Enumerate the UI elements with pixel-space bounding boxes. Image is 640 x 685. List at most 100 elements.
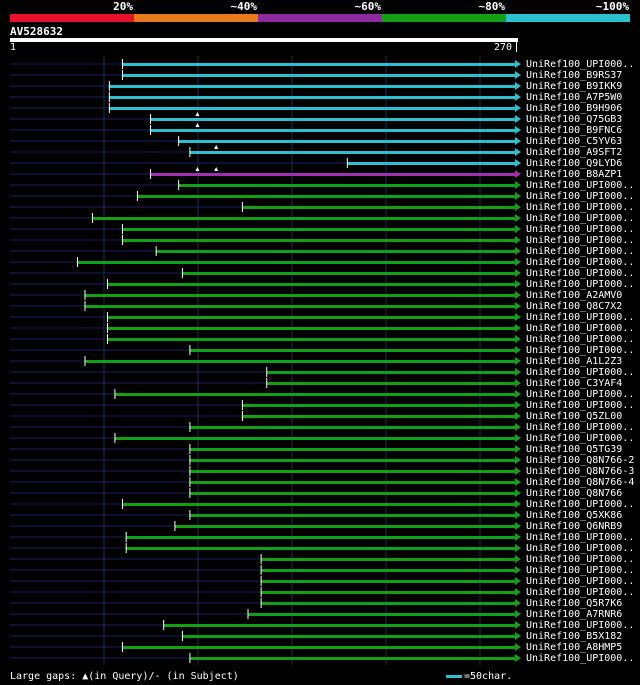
- hit-row[interactable]: [10, 565, 521, 575]
- hit-row[interactable]: [10, 411, 521, 421]
- hit-row[interactable]: [10, 59, 521, 69]
- alignment-bar[interactable]: [137, 195, 516, 198]
- hit-row[interactable]: [10, 642, 521, 652]
- hit-row[interactable]: [10, 455, 521, 465]
- hit-label[interactable]: UniRef100_UPI000..: [526, 235, 635, 246]
- alignment-bar[interactable]: [150, 173, 517, 176]
- hit-label[interactable]: UniRef100_Q5ZL00: [526, 411, 623, 422]
- hit-label[interactable]: UniRef100_Q8C7X2: [526, 301, 623, 312]
- alignment-bar[interactable]: [114, 437, 516, 440]
- alignment-bar[interactable]: [189, 151, 516, 154]
- alignment-bar[interactable]: [163, 624, 516, 627]
- hit-label[interactable]: UniRef100_UPI000..: [526, 257, 635, 268]
- alignment-bar[interactable]: [266, 382, 516, 385]
- hit-row[interactable]: [10, 631, 521, 641]
- alignment-bar[interactable]: [77, 261, 516, 264]
- alignment-bar[interactable]: [107, 338, 517, 341]
- hit-row[interactable]: [10, 653, 521, 663]
- alignment-bar[interactable]: [107, 316, 517, 319]
- alignment-bar[interactable]: [122, 63, 516, 66]
- hit-label[interactable]: UniRef100_B9FNC6: [526, 125, 623, 136]
- hit-label[interactable]: UniRef100_UPI000..: [526, 224, 635, 235]
- hit-row[interactable]: [10, 444, 521, 454]
- hit-label[interactable]: UniRef100_A7P5W0: [526, 92, 623, 103]
- hit-row[interactable]: [10, 532, 521, 542]
- hit-label[interactable]: UniRef100_Q5XK86: [526, 510, 623, 521]
- hit-label[interactable]: UniRef100_UPI000..: [526, 202, 635, 213]
- hit-row[interactable]: [10, 158, 521, 168]
- alignment-bar[interactable]: [189, 657, 516, 660]
- hit-row[interactable]: [10, 279, 521, 289]
- alignment-bar[interactable]: [178, 140, 516, 143]
- hit-label[interactable]: UniRef100_UPI000..: [526, 59, 635, 70]
- hit-row[interactable]: [10, 145, 521, 157]
- hit-row[interactable]: [10, 257, 521, 267]
- hit-row[interactable]: [10, 554, 521, 564]
- hit-row[interactable]: [10, 466, 521, 476]
- hit-row[interactable]: [10, 224, 521, 234]
- hit-row[interactable]: [10, 180, 521, 190]
- alignment-bar[interactable]: [107, 327, 517, 330]
- hit-row[interactable]: [10, 367, 521, 377]
- hit-label[interactable]: UniRef100_UPI000..: [526, 554, 635, 565]
- hit-label[interactable]: UniRef100_B9IKK9: [526, 81, 623, 92]
- alignment-bar[interactable]: [92, 217, 516, 220]
- alignment-bar[interactable]: [261, 591, 516, 594]
- hit-label[interactable]: UniRef100_UPI000..: [526, 323, 635, 334]
- alignment-bar[interactable]: [189, 492, 516, 495]
- hit-row[interactable]: [10, 488, 521, 498]
- hit-row[interactable]: [10, 499, 521, 509]
- hit-label[interactable]: UniRef100_UPI000..: [526, 279, 635, 290]
- hit-label[interactable]: UniRef100_A1L2Z3: [526, 356, 623, 367]
- hit-row[interactable]: [10, 235, 521, 245]
- hit-row[interactable]: [10, 356, 521, 366]
- hit-label[interactable]: UniRef100_UPI000..: [526, 499, 635, 510]
- hit-row[interactable]: [10, 213, 521, 223]
- hit-row[interactable]: [10, 378, 521, 388]
- alignment-bar[interactable]: [261, 558, 516, 561]
- hit-row[interactable]: [10, 70, 521, 80]
- hit-label[interactable]: UniRef100_Q5TG39: [526, 444, 623, 455]
- alignment-bar[interactable]: [182, 635, 517, 638]
- hit-label[interactable]: UniRef100_Q8N766: [526, 488, 623, 499]
- hit-label[interactable]: UniRef100_Q75GB3: [526, 114, 623, 125]
- alignment-bar[interactable]: [122, 74, 516, 77]
- hit-row[interactable]: [10, 268, 521, 278]
- hit-label[interactable]: UniRef100_Q5R7K6: [526, 598, 623, 609]
- hit-row[interactable]: [10, 92, 521, 102]
- hit-label[interactable]: UniRef100_Q8N766-2: [526, 455, 635, 466]
- alignment-bar[interactable]: [189, 481, 516, 484]
- hit-label[interactable]: UniRef100_UPI000..: [526, 400, 635, 411]
- alignment-bar[interactable]: [242, 415, 516, 418]
- alignment-bar[interactable]: [178, 184, 516, 187]
- hit-row[interactable]: [10, 543, 521, 553]
- alignment-bar[interactable]: [189, 470, 516, 473]
- hit-label[interactable]: UniRef100_UPI000..: [526, 345, 635, 356]
- hit-row[interactable]: [10, 167, 521, 179]
- hit-label[interactable]: UniRef100_UPI000..: [526, 180, 635, 191]
- hit-row[interactable]: [10, 246, 521, 256]
- alignment-bar[interactable]: [347, 162, 516, 165]
- alignment-bar[interactable]: [174, 525, 516, 528]
- alignment-bar[interactable]: [122, 228, 516, 231]
- alignment-bar[interactable]: [242, 206, 516, 209]
- hit-label[interactable]: UniRef100_UPI000..: [526, 620, 635, 631]
- hit-row[interactable]: [10, 202, 521, 212]
- alignment-bar[interactable]: [156, 250, 516, 253]
- hit-label[interactable]: UniRef100_UPI000..: [526, 191, 635, 202]
- hit-row[interactable]: [10, 400, 521, 410]
- hit-row[interactable]: [10, 609, 521, 619]
- hit-label[interactable]: UniRef100_UPI000..: [526, 422, 635, 433]
- alignment-bar[interactable]: [109, 96, 516, 99]
- hit-row[interactable]: [10, 620, 521, 630]
- alignment-bar[interactable]: [109, 107, 516, 110]
- hit-row[interactable]: [10, 112, 521, 124]
- hit-label[interactable]: UniRef100_A8HMP5: [526, 642, 623, 653]
- hit-label[interactable]: UniRef100_UPI000..: [526, 587, 635, 598]
- hit-label[interactable]: UniRef100_Q8N766-3: [526, 466, 635, 477]
- hit-row[interactable]: [10, 433, 521, 443]
- hit-row[interactable]: [10, 477, 521, 487]
- alignment-bar[interactable]: [266, 371, 516, 374]
- hit-row[interactable]: [10, 598, 521, 608]
- hit-label[interactable]: UniRef100_B8AZP1: [526, 169, 623, 180]
